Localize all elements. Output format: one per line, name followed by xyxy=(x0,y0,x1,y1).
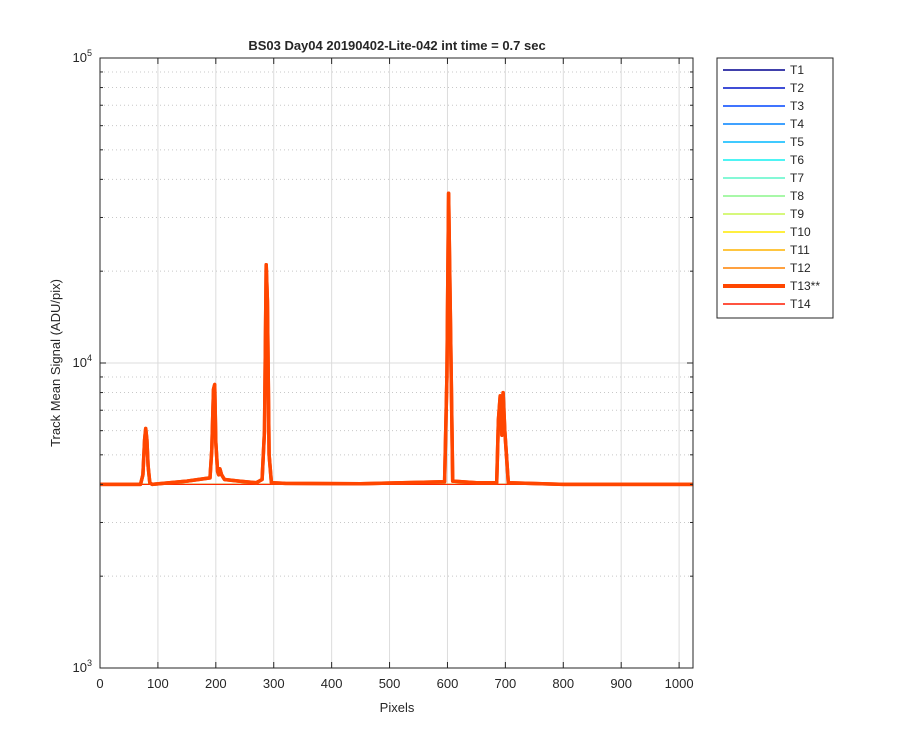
y-tick-exponent: 5 xyxy=(87,48,92,58)
legend-label: T6 xyxy=(790,153,804,167)
y-axis-label: Track Mean Signal (ADU/pix) xyxy=(48,279,63,447)
x-tick-label: 0 xyxy=(96,676,103,691)
legend-label: T1 xyxy=(790,63,804,77)
y-tick-base: 10 xyxy=(73,355,87,370)
legend-label: T7 xyxy=(790,171,804,185)
y-tick-label: 105 xyxy=(73,48,92,65)
axes xyxy=(99,57,694,669)
y-tick-base: 10 xyxy=(73,50,87,65)
chart-title: BS03 Day04 20190402-Lite-042 int time = … xyxy=(248,38,545,53)
y-tick-label: 103 xyxy=(73,658,92,675)
legend-label: T5 xyxy=(790,135,804,149)
legend-label: T12 xyxy=(790,261,811,275)
x-tick-labels: 0 100 200 300 400 500 600 700 800 900 1000 xyxy=(96,676,693,691)
legend: T1 T2 T3 T4 T5 T6 T7 T8 T9 T10 T11 T12 T13** T14 xyxy=(716,57,834,319)
x-tick-label: 800 xyxy=(552,676,574,691)
y-tick-label: 104 xyxy=(73,353,92,370)
legend-label: T10 xyxy=(790,225,811,239)
x-axis-label: Pixels xyxy=(380,700,415,715)
legend-box xyxy=(716,57,834,319)
x-tick-label: 300 xyxy=(263,676,285,691)
x-tick-label: 200 xyxy=(205,676,227,691)
x-tick-label: 500 xyxy=(379,676,401,691)
y-tick-base: 10 xyxy=(73,660,87,675)
legend-label: T4 xyxy=(790,117,804,131)
x-tick-label: 900 xyxy=(610,676,632,691)
x-tick-label: 600 xyxy=(437,676,459,691)
legend-label: T9 xyxy=(790,207,804,221)
legend-label: T2 xyxy=(790,81,804,95)
x-tick-label: 100 xyxy=(147,676,169,691)
x-tick-label: 1000 xyxy=(665,676,694,691)
legend-label: T8 xyxy=(790,189,804,203)
legend-label: T14 xyxy=(790,297,811,311)
x-tick-label: 400 xyxy=(321,676,343,691)
legend-label: T13** xyxy=(790,279,820,293)
legend-label: T11 xyxy=(790,243,810,257)
grid-lines xyxy=(99,58,693,669)
series-line-highlight xyxy=(100,191,693,487)
x-tick-label: 700 xyxy=(495,676,517,691)
legend-label: T3 xyxy=(790,99,804,113)
series-lines xyxy=(100,191,693,487)
y-tick-exponent: 3 xyxy=(87,658,92,668)
y-tick-exponent: 4 xyxy=(87,353,92,363)
